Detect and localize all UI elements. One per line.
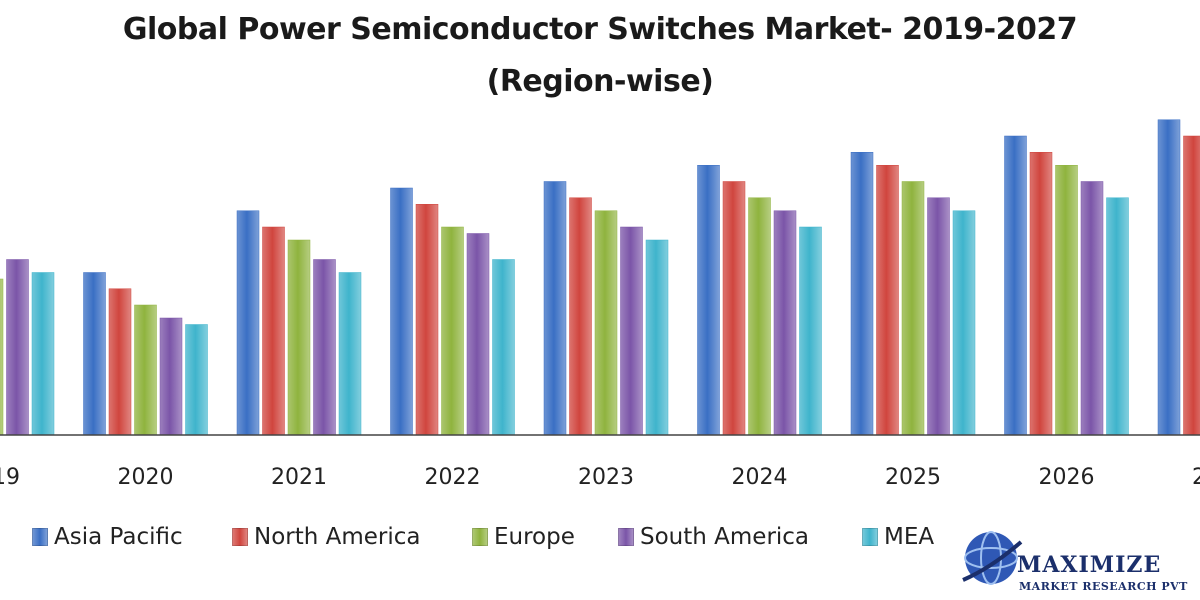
bar-europe-2019 xyxy=(0,278,4,436)
legend-swatch xyxy=(232,528,248,546)
legend-item-mea: MEA xyxy=(862,524,934,550)
legend-label: MEA xyxy=(884,524,935,550)
bar-mea-2023 xyxy=(645,239,669,436)
bar-chart: 2019 2020 2021 2022 2023 2024 2025 2026 2027 xyxy=(0,119,1200,490)
bar-mea-2022 xyxy=(492,259,515,436)
legend-label: North America xyxy=(254,524,421,550)
bar-europe-2020 xyxy=(134,304,157,436)
bar-asia-pacific-2021 xyxy=(236,210,260,436)
chart-title-line2: (Region-wise) xyxy=(486,64,714,99)
legend-item-north-america: North America xyxy=(232,524,421,550)
bar-north-america-2023 xyxy=(569,197,592,436)
x-tick-2022: 2022 xyxy=(425,465,481,490)
bar-asia-pacific-2025 xyxy=(850,152,874,436)
bar-south-america-2020 xyxy=(159,317,183,436)
bar-north-america-2025 xyxy=(876,165,899,436)
bar-europe-2024 xyxy=(748,197,771,436)
x-tick-2024: 2024 xyxy=(732,465,788,490)
bar-asia-pacific-2027 xyxy=(1157,119,1181,436)
bar-south-america-2024 xyxy=(773,210,797,436)
bar-europe-2022 xyxy=(441,226,464,436)
bar-asia-pacific-2026 xyxy=(1004,135,1027,436)
bar-south-america-2025 xyxy=(927,197,950,436)
company-logo: MAXIMIZE MARKET RESEARCH PVT xyxy=(955,522,1200,600)
legend-item-asia-pacific: Asia Pacific xyxy=(32,524,183,550)
legend-label: Europe xyxy=(494,524,575,550)
logo-subtitle: MARKET RESEARCH PVT xyxy=(1019,580,1188,593)
legend-item-europe: Europe xyxy=(472,524,575,550)
bar-north-america-2024 xyxy=(722,181,746,436)
bar-asia-pacific-2020 xyxy=(83,272,106,436)
bar-europe-2023 xyxy=(594,210,618,436)
legend-swatch xyxy=(472,528,488,546)
bar-europe-2025 xyxy=(901,181,925,436)
bar-north-america-2027 xyxy=(1183,135,1200,436)
bar-mea-2020 xyxy=(185,324,208,436)
x-tick-2021: 2021 xyxy=(271,465,327,490)
x-tick-2019: 2019 xyxy=(0,465,20,490)
bar-mea-2024 xyxy=(799,226,822,436)
bar-mea-2025 xyxy=(952,210,976,436)
bar-asia-pacific-2023 xyxy=(543,181,567,436)
x-tick-2020: 2020 xyxy=(118,465,174,490)
globe-icon xyxy=(962,531,1023,585)
legend-item-south-america: South America xyxy=(618,524,809,550)
logo-name: MAXIMIZE xyxy=(1017,552,1162,578)
bar-mea-2021 xyxy=(338,272,362,436)
x-tick-labels: 2019 2020 2021 2022 2023 2024 2025 2026 2027 xyxy=(0,465,1200,490)
x-tick-2027: 2027 xyxy=(1192,465,1200,490)
bar-asia-pacific-2022 xyxy=(390,187,413,436)
bar-south-america-2021 xyxy=(313,259,336,436)
bar-asia-pacific-2024 xyxy=(697,165,720,436)
bar-north-america-2020 xyxy=(108,288,132,436)
x-tick-2023: 2023 xyxy=(578,465,634,490)
bar-europe-2021 xyxy=(287,239,311,436)
legend-swatch xyxy=(862,528,878,546)
bar-europe-2026 xyxy=(1055,165,1078,436)
bar-north-america-2021 xyxy=(262,226,285,436)
bar-mea-2019 xyxy=(31,272,55,436)
legend-swatch xyxy=(32,528,48,546)
x-tick-2026: 2026 xyxy=(1039,465,1095,490)
x-tick-2025: 2025 xyxy=(885,465,941,490)
bar-south-america-2019 xyxy=(6,259,29,436)
legend-label: South America xyxy=(640,524,810,550)
chart-title-line1: Global Power Semiconductor Switches Mark… xyxy=(122,12,1078,47)
bar-south-america-2022 xyxy=(466,233,490,436)
legend-swatch xyxy=(618,528,634,546)
bar-north-america-2026 xyxy=(1029,152,1053,436)
bar-group xyxy=(0,119,1200,436)
bar-south-america-2023 xyxy=(620,226,643,436)
legend-label: Asia Pacific xyxy=(54,524,183,550)
bar-north-america-2022 xyxy=(415,204,439,436)
bar-mea-2026 xyxy=(1106,197,1129,436)
bar-south-america-2026 xyxy=(1080,181,1104,436)
